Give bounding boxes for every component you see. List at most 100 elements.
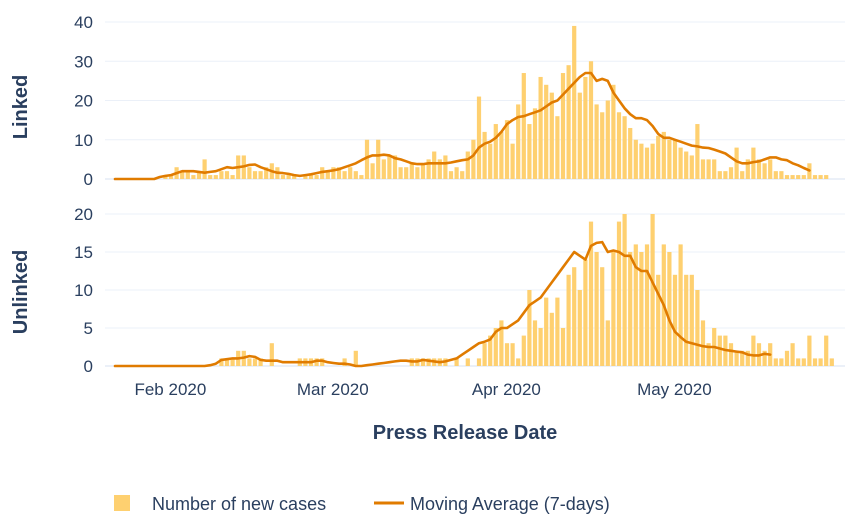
bar[interactable] — [600, 112, 605, 179]
bar[interactable] — [420, 163, 426, 179]
bar[interactable] — [359, 175, 364, 179]
bar[interactable] — [415, 167, 420, 179]
bar[interactable] — [398, 167, 403, 179]
bar[interactable] — [745, 350, 750, 366]
moving-average-line[interactable] — [113, 71, 811, 181]
bar[interactable] — [717, 335, 722, 366]
bar[interactable] — [762, 163, 767, 179]
bar[interactable] — [381, 159, 386, 179]
bar[interactable] — [555, 116, 560, 179]
bar[interactable] — [292, 175, 297, 179]
bar[interactable] — [672, 274, 678, 366]
bar[interactable] — [353, 350, 358, 366]
legend-bar-label[interactable]: Number of new cases — [152, 494, 326, 514]
bar[interactable] — [224, 358, 230, 366]
bar[interactable] — [499, 131, 504, 179]
bar[interactable] — [303, 175, 308, 179]
bar[interactable] — [437, 159, 442, 179]
bar[interactable] — [443, 155, 448, 179]
bar[interactable] — [773, 171, 778, 179]
bar[interactable] — [342, 171, 347, 179]
bar[interactable] — [650, 143, 655, 179]
bar[interactable] — [684, 274, 689, 366]
bar[interactable] — [656, 274, 661, 366]
bar[interactable] — [521, 335, 526, 366]
bar[interactable] — [588, 61, 594, 179]
bar[interactable] — [454, 167, 459, 179]
bar[interactable] — [471, 139, 476, 179]
bar[interactable] — [790, 175, 795, 179]
bar[interactable] — [314, 175, 319, 179]
bar[interactable] — [320, 358, 325, 366]
bar[interactable] — [734, 147, 739, 179]
bar[interactable] — [583, 76, 588, 179]
bar[interactable] — [376, 139, 381, 179]
bar[interactable] — [488, 335, 493, 366]
bar[interactable] — [476, 96, 482, 179]
bar[interactable] — [331, 167, 336, 179]
bar[interactable] — [796, 358, 801, 366]
legend-line-label[interactable]: Moving Average (7-days) — [410, 494, 610, 514]
legend[interactable]: Number of new cases Moving Average (7-da… — [114, 494, 610, 514]
bar[interactable] — [605, 320, 610, 366]
bar[interactable] — [678, 244, 683, 366]
bar[interactable] — [510, 143, 515, 179]
bar[interactable] — [392, 155, 398, 179]
bar[interactable] — [700, 159, 706, 179]
bar[interactable] — [364, 139, 370, 179]
legend-bar-swatch[interactable] — [114, 495, 130, 511]
bar[interactable] — [656, 135, 661, 179]
bar[interactable] — [258, 358, 263, 366]
bar[interactable] — [751, 335, 756, 366]
bar[interactable] — [482, 131, 487, 179]
bar[interactable] — [712, 159, 717, 179]
bar[interactable] — [180, 171, 185, 179]
bar[interactable] — [745, 159, 750, 179]
bar[interactable] — [213, 175, 218, 179]
bar[interactable] — [768, 159, 773, 179]
bar[interactable] — [353, 171, 358, 179]
bar[interactable] — [224, 171, 230, 179]
bar[interactable] — [667, 252, 672, 366]
bar[interactable] — [577, 92, 582, 179]
bar[interactable] — [611, 252, 616, 366]
bar[interactable] — [527, 290, 532, 366]
bar[interactable] — [695, 290, 700, 366]
bar[interactable] — [527, 124, 532, 179]
bar[interactable] — [465, 151, 470, 179]
bar[interactable] — [689, 155, 694, 179]
bar[interactable] — [773, 358, 778, 366]
bar[interactable] — [639, 143, 644, 179]
bar[interactable] — [191, 175, 196, 179]
bar[interactable] — [230, 175, 235, 179]
bar[interactable] — [588, 221, 594, 366]
bar[interactable] — [633, 139, 638, 179]
bar[interactable] — [538, 76, 543, 179]
bar[interactable] — [342, 358, 347, 366]
bar[interactable] — [650, 214, 655, 366]
bar[interactable] — [202, 159, 207, 179]
bar[interactable] — [510, 343, 515, 366]
bar[interactable] — [583, 259, 588, 366]
bar[interactable] — [499, 320, 504, 366]
bar[interactable] — [208, 175, 213, 179]
bar[interactable] — [314, 358, 319, 366]
bar[interactable] — [404, 167, 409, 179]
bar[interactable] — [616, 221, 622, 366]
bar[interactable] — [784, 350, 790, 366]
bar[interactable] — [560, 73, 566, 179]
bar[interactable] — [622, 116, 627, 179]
bar[interactable] — [756, 159, 762, 179]
bar[interactable] — [628, 127, 633, 179]
bar[interactable] — [432, 151, 437, 179]
bar[interactable] — [493, 124, 498, 179]
bar[interactable] — [493, 328, 498, 366]
bar[interactable] — [723, 171, 728, 179]
bar[interactable] — [325, 171, 330, 179]
bar[interactable] — [706, 343, 711, 366]
bar[interactable] — [516, 104, 521, 179]
bar[interactable] — [628, 252, 633, 366]
bar[interactable] — [544, 84, 549, 179]
bar[interactable] — [549, 92, 554, 179]
bar[interactable] — [426, 358, 431, 366]
